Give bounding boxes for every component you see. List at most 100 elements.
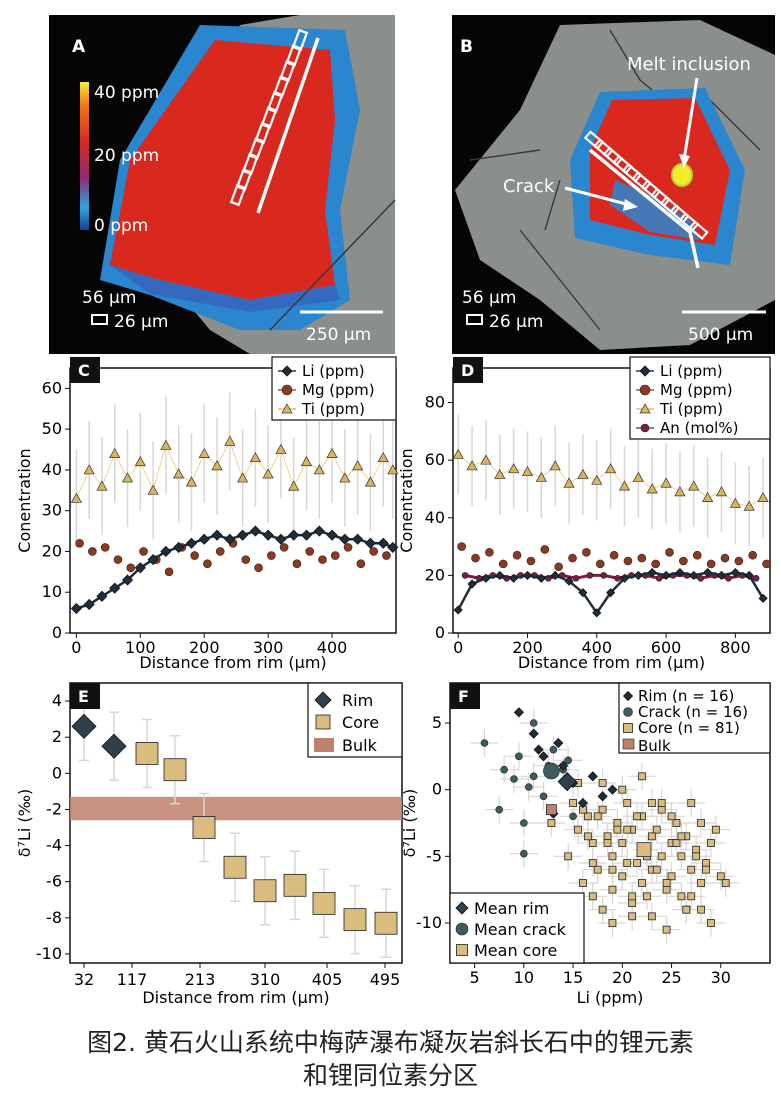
legend-label: Li (ppm): [302, 362, 365, 380]
ti-point: [377, 451, 389, 463]
legend-label: Crack (n = 16): [638, 703, 748, 721]
ti-point: [508, 463, 520, 474]
core-point: [192, 816, 216, 839]
legend-marker: [640, 423, 650, 433]
li-point: [262, 529, 274, 541]
core-point: [682, 905, 691, 914]
legend-marker: [281, 403, 293, 414]
mg-point: [279, 543, 289, 552]
core-point: [662, 925, 671, 934]
ti-point: [674, 486, 686, 497]
rim-point: [553, 737, 564, 749]
li-point: [185, 537, 198, 549]
legend-marker: [315, 714, 331, 730]
an-point: [461, 572, 469, 579]
core-point: [692, 852, 701, 861]
legend-marker: [455, 922, 469, 936]
x-tick-label: 600: [651, 638, 682, 657]
core-point: [667, 872, 676, 881]
legend-marker: [455, 901, 469, 915]
li-point: [675, 567, 685, 578]
an-point: [586, 572, 594, 579]
x-tick-label: 300: [253, 638, 284, 657]
ti-point: [300, 456, 313, 467]
mg-point: [139, 547, 148, 556]
li-point: [352, 533, 364, 545]
ti-point: [262, 468, 274, 479]
crack-point: [529, 772, 538, 781]
ti-point: [632, 471, 644, 482]
core-point: [697, 905, 705, 914]
core-point: [692, 845, 701, 854]
core-point: [547, 819, 556, 827]
core-point: [657, 805, 666, 814]
melt-arrow: [682, 77, 699, 161]
core-point: [593, 812, 602, 821]
ti-point: [70, 492, 82, 503]
crack-point: [495, 805, 504, 814]
core-point: [647, 912, 656, 921]
legend-label: Li (ppm): [660, 362, 723, 380]
y-tick-label: -2: [46, 799, 62, 818]
y-tick-label: -10: [36, 944, 62, 963]
crack-point: [520, 849, 528, 858]
laser-spot: [650, 187, 671, 208]
mg-point: [568, 553, 577, 563]
core-point: [618, 839, 627, 847]
core-point: [564, 852, 573, 861]
core-point: [628, 912, 637, 921]
panel-label-f: F: [458, 687, 469, 706]
ti-point: [326, 447, 338, 458]
li-point: [661, 570, 671, 580]
ti-point: [339, 472, 351, 483]
mg-point: [637, 553, 647, 563]
crack-point: [569, 812, 577, 821]
x-axis-label: Distance from rim (μm): [139, 653, 326, 672]
core-point: [638, 879, 646, 887]
ti-point: [729, 497, 741, 508]
li-point: [592, 608, 602, 618]
legend-marker: [456, 944, 468, 956]
mg-point: [369, 547, 378, 556]
core-point: [716, 872, 725, 881]
y-axis-label: Conentration: [15, 448, 34, 552]
laser-spot: [678, 212, 700, 232]
legend-box-means: [449, 892, 585, 964]
x-tick-label: 400: [582, 638, 613, 657]
core-point: [608, 919, 617, 927]
ti-point: [743, 500, 755, 511]
ti-point: [198, 447, 210, 458]
core-point: [702, 859, 710, 867]
core-point: [697, 819, 705, 827]
x-tick-label: 25: [661, 968, 681, 987]
y-tick-label: 0: [432, 780, 442, 799]
an-point: [655, 574, 663, 582]
li-point: [224, 533, 236, 545]
ti-point: [577, 468, 589, 479]
ti-point: [466, 460, 478, 471]
li-point: [147, 554, 159, 566]
core-point: [583, 812, 592, 821]
mg-point: [679, 556, 688, 566]
legend-label: Mg (ppm): [302, 381, 375, 399]
li-point: [377, 537, 389, 549]
legend-label: Core: [342, 713, 379, 732]
li-point: [198, 533, 210, 545]
core-point: [623, 799, 632, 807]
y-tick-label: 4: [52, 691, 62, 710]
mg-point: [692, 550, 702, 560]
li-point: [249, 525, 261, 537]
y-tick-label: 60: [42, 378, 62, 397]
ti-point: [211, 460, 223, 471]
li-point: [744, 570, 754, 580]
scale-bar-label-a: 250 μm: [306, 325, 371, 345]
core-point: [593, 865, 602, 874]
mg-point: [356, 559, 366, 568]
core-point: [569, 799, 577, 807]
spot-size-26: 26 μm: [114, 312, 168, 332]
li-point: [606, 588, 616, 598]
core-point: [283, 873, 307, 897]
li-point: [495, 570, 505, 580]
legend-label: Ti (ppm): [301, 400, 365, 418]
